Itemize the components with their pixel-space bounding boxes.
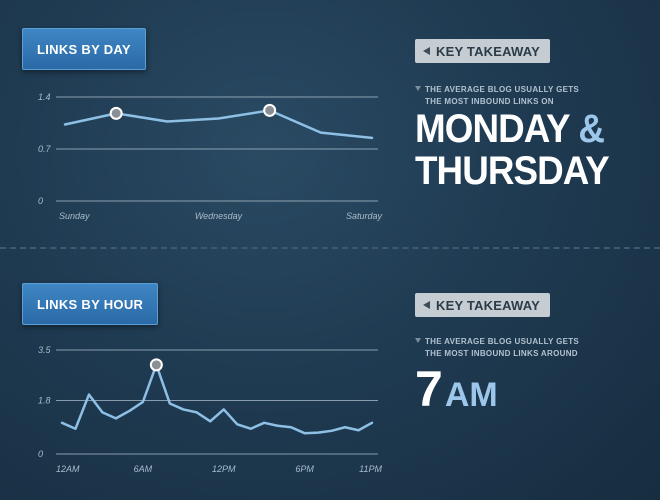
takeaway-description-hour: THE AVERAGE BLOG USUALLY GETS THE MOST I… — [415, 336, 635, 360]
links-by-day-title: LINKS BY DAY — [22, 28, 146, 70]
series-line — [60, 363, 374, 435]
x-tick-label: 12AM — [56, 464, 80, 474]
day-answer: MONDAY & THURSDAY — [415, 108, 636, 192]
y-tick-label: 0 — [38, 196, 43, 206]
y-tick-label: 0.7 — [38, 144, 52, 154]
back-arrow-icon — [423, 47, 430, 55]
x-tick-label: 6PM — [295, 464, 314, 474]
answer-ampersand: & — [578, 107, 605, 151]
takeaway-line2-hour: THE MOST INBOUND LINKS AROUND — [425, 349, 578, 358]
key-takeaway-badge-day: KEY TAKEAWAY — [415, 39, 551, 63]
key-takeaway-label-day: KEY TAKEAWAY — [436, 43, 541, 59]
highlight-point — [149, 358, 163, 372]
answer-hour-number: 7 — [415, 361, 443, 417]
key-takeaway-label-hour: KEY TAKEAWAY — [436, 297, 541, 313]
y-tick-label: 1.4 — [38, 92, 51, 102]
back-arrow-icon — [423, 301, 430, 309]
section-divider — [0, 247, 660, 249]
answer-monday: MONDAY — [415, 107, 570, 151]
answer-thursday: THURSDAY — [415, 149, 610, 193]
highlight-point — [263, 103, 277, 117]
y-tick-label: 3.5 — [38, 345, 52, 355]
links-by-hour-title: LINKS BY HOUR — [22, 283, 159, 325]
down-arrow-icon — [415, 338, 421, 343]
links-by-day-panel: 1.4 0.7 0 Sunday Wednesday Saturday LINKS BY … — [0, 0, 660, 240]
links-by-day-chart: 1.4 0.7 0 Sunday Wednesday Saturday — [38, 92, 383, 221]
takeaway-line1-day: THE AVERAGE BLOG USUALLY GETS — [425, 85, 580, 94]
x-tick-label: 11PM — [359, 464, 382, 474]
key-takeaway-badge-hour: KEY TAKEAWAY — [415, 293, 551, 317]
down-arrow-icon — [415, 86, 421, 91]
takeaway-line2-day: THE MOST INBOUND LINKS ON — [425, 97, 554, 106]
y-tick-label: 1.8 — [38, 396, 51, 406]
x-tick-label: Saturday — [346, 211, 383, 221]
links-by-hour-panel: 3.5 1.8 0 12AM 6AM 12PM 6PM 11PM LINKS BY HOUR … — [0, 250, 660, 490]
x-tick-label: 6AM — [134, 464, 153, 474]
links-by-hour-chart: 3.5 1.8 0 12AM 6AM 12PM 6PM 11PM — [38, 345, 383, 474]
takeaway-line1-hour: THE AVERAGE BLOG USUALLY GETS — [425, 337, 580, 346]
y-tick-label: 0 — [38, 449, 43, 459]
hour-answer: 7AM — [415, 364, 498, 415]
x-tick-label: Sunday — [59, 211, 90, 221]
x-tick-label: Wednesday — [195, 211, 243, 221]
highlight-point — [109, 106, 123, 120]
answer-hour-unit: AM — [444, 376, 498, 414]
takeaway-description-day: THE AVERAGE BLOG USUALLY GETS THE MOST I… — [415, 84, 635, 108]
x-tick-label: 12PM — [212, 464, 236, 474]
